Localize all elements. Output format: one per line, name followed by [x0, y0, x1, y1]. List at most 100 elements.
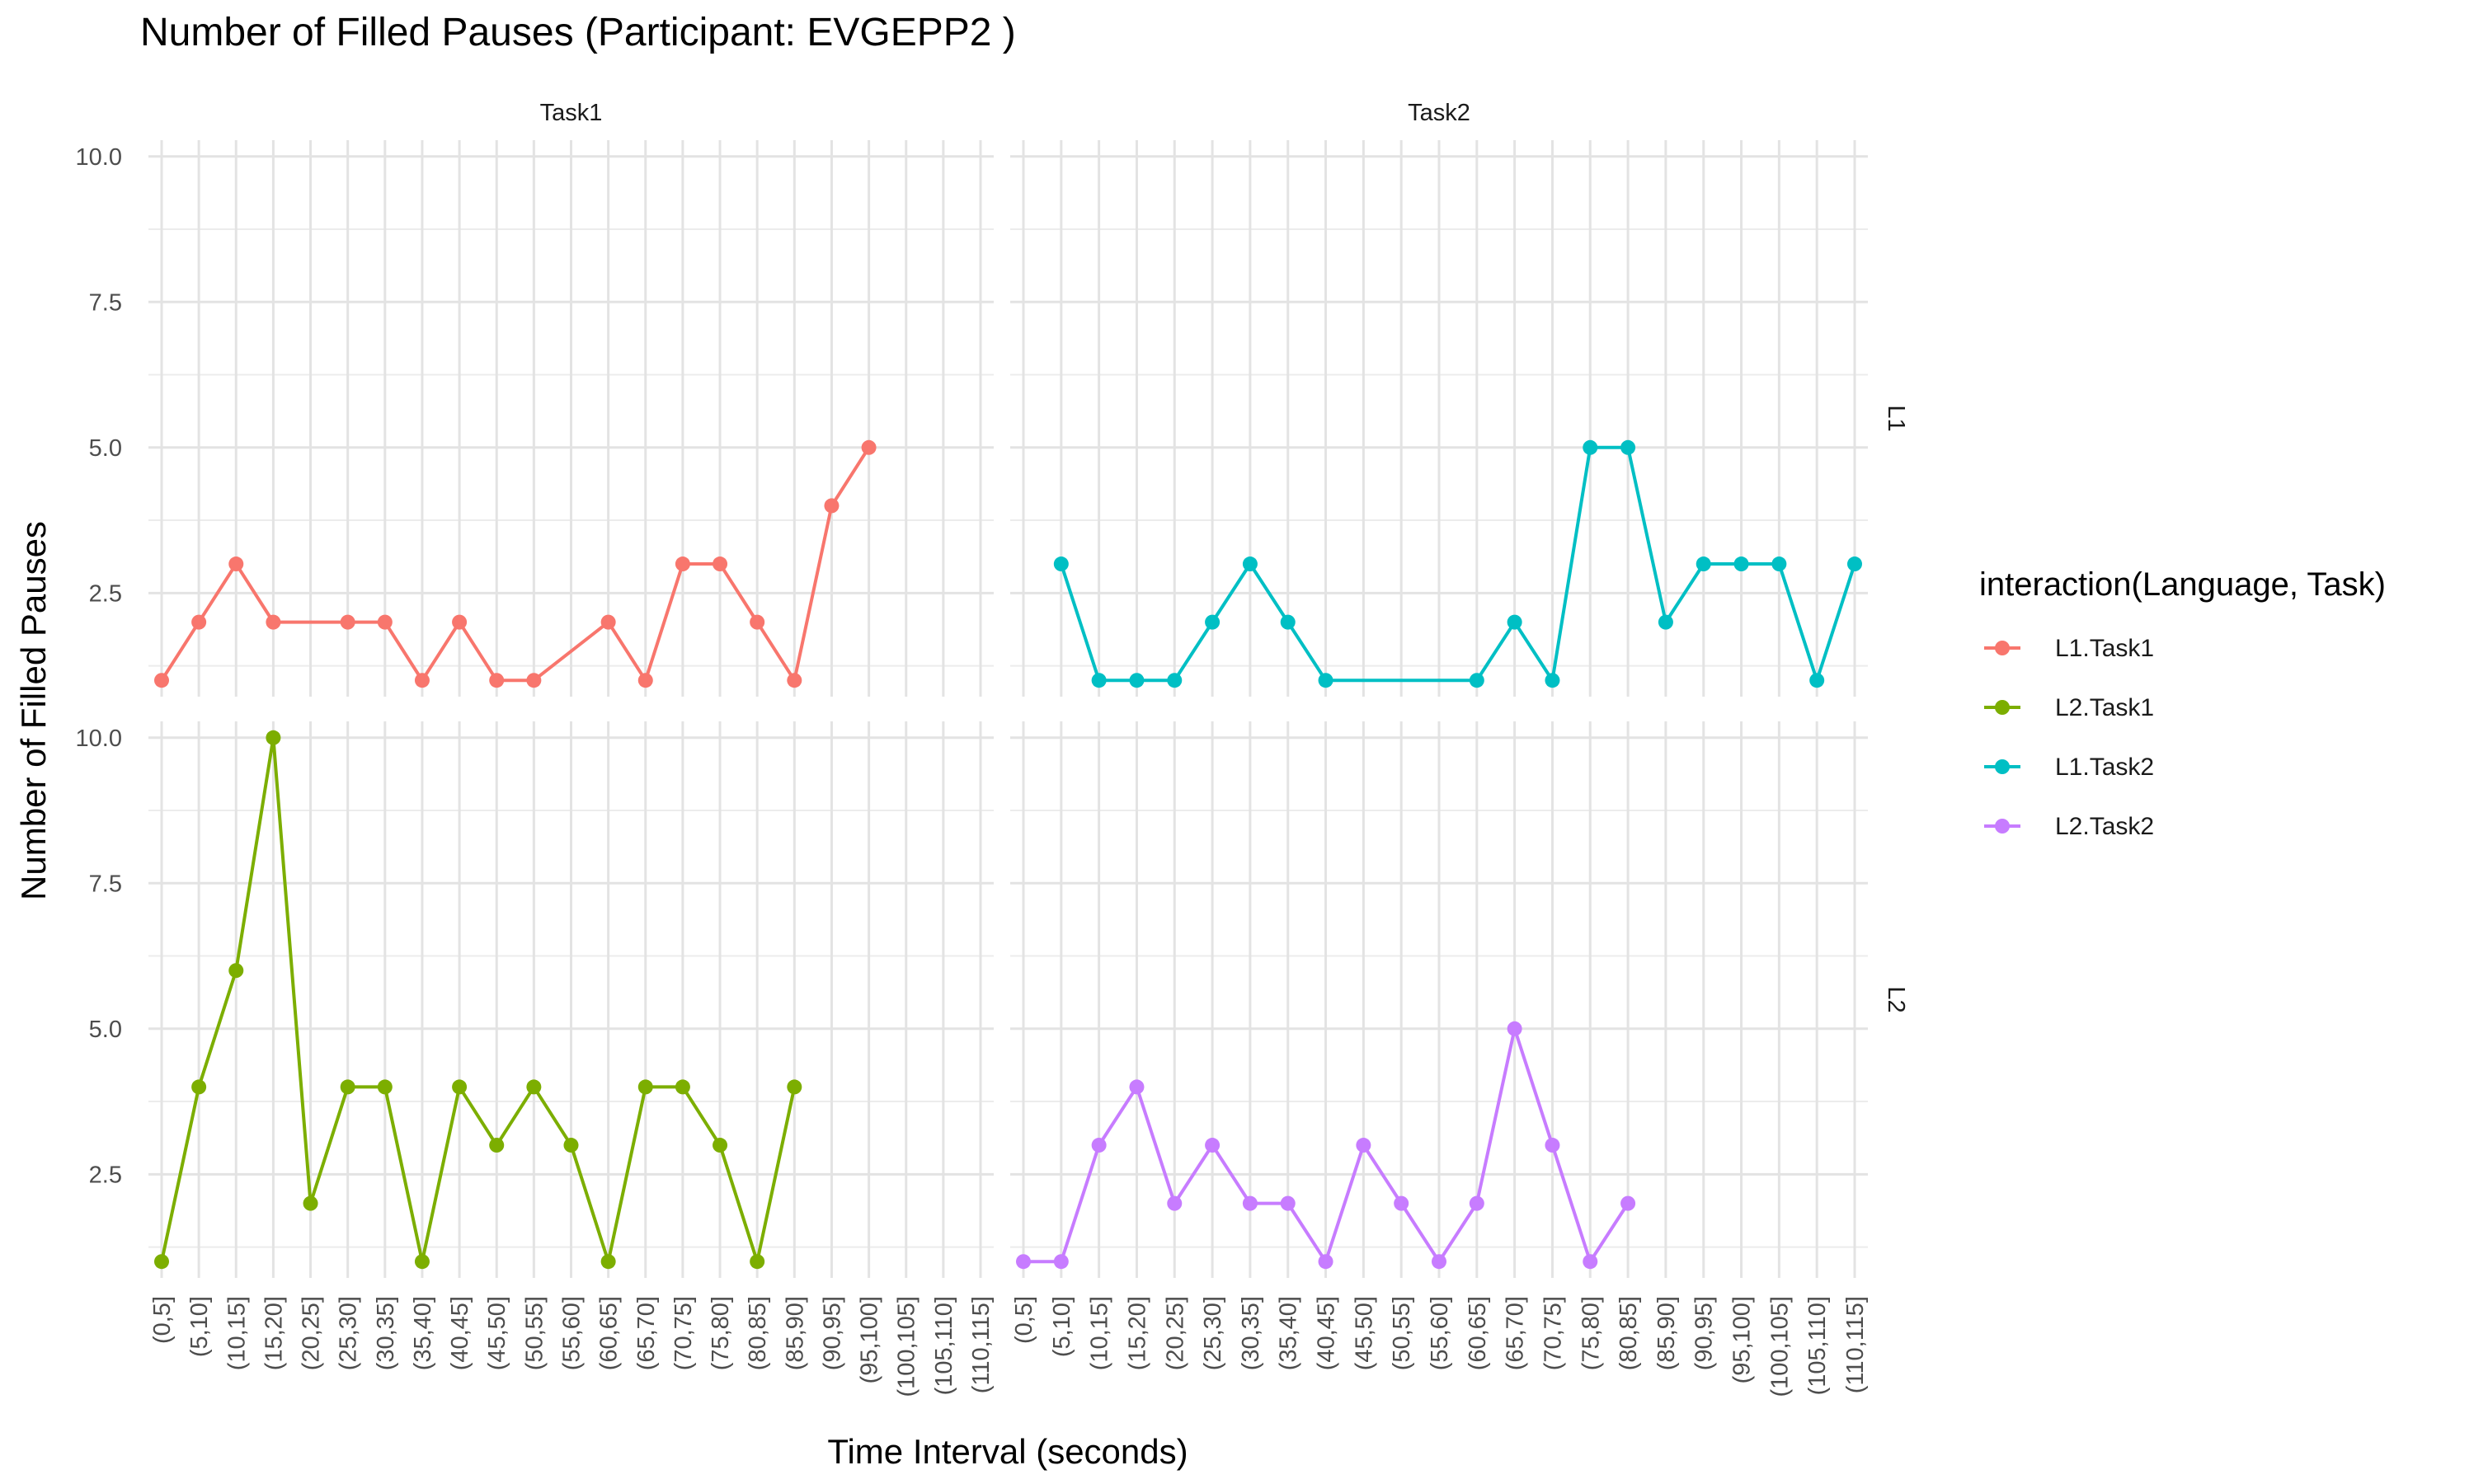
x-tick-label: (55,60]: [559, 1296, 586, 1370]
x-tick-label: (85,90]: [782, 1296, 808, 1370]
facet-column-label: Task2: [1408, 100, 1470, 126]
y-tick-label: 2.5: [89, 1162, 122, 1188]
data-point: [489, 673, 505, 688]
legend-entry-label: L2.Task1: [2055, 694, 2154, 721]
data-point: [266, 614, 281, 630]
x-tick-label: (100,105]: [894, 1296, 920, 1397]
series-line-L1.Task1: [160, 446, 871, 683]
data-point: [1583, 439, 1598, 455]
data-point: [1129, 673, 1145, 688]
data-point: [787, 673, 802, 688]
y-tick-label: 10.0: [76, 144, 122, 171]
data-point: [340, 1079, 355, 1095]
data-point: [1469, 1195, 1484, 1211]
x-tick-label: (80,85]: [1616, 1296, 1642, 1370]
data-point: [1545, 673, 1560, 688]
data-point: [452, 614, 468, 630]
x-tick-label: (105,110]: [931, 1296, 957, 1395]
x-tick-label: (35,40]: [410, 1296, 436, 1370]
x-tick-label: (25,30]: [1200, 1296, 1226, 1370]
data-point: [154, 673, 169, 688]
data-point: [1280, 1195, 1296, 1211]
y-axis-title: Number of Filled Pauses: [14, 521, 53, 900]
data-point: [191, 614, 207, 630]
data-point: [1658, 614, 1673, 630]
x-tick-label: (90,95]: [1691, 1296, 1718, 1370]
x-tick-label: (45,50]: [1351, 1296, 1377, 1370]
data-point: [377, 614, 393, 630]
x-tick-label: (30,35]: [1238, 1296, 1264, 1370]
x-tick-label: (60,65]: [1465, 1296, 1491, 1370]
x-tick-label: (40,45]: [1314, 1296, 1340, 1370]
data-point: [637, 1079, 653, 1095]
data-point: [1167, 1195, 1183, 1211]
x-tick-label: (20,25]: [299, 1296, 325, 1370]
data-point: [1356, 1138, 1371, 1153]
data-point: [266, 730, 281, 745]
data-point: [303, 1195, 318, 1211]
data-point: [154, 1254, 169, 1270]
data-point: [1205, 614, 1221, 630]
facet-column-label: Task1: [540, 100, 603, 126]
y-tick-label: 5.0: [89, 1017, 122, 1043]
x-tick-label: (50,55]: [1389, 1296, 1415, 1370]
data-point: [228, 556, 244, 572]
series-line-L2.Task1: [160, 735, 797, 1264]
x-tick-label: (70,75]: [1540, 1296, 1566, 1370]
chart-title: Number of Filled Pauses (Participant: EV…: [140, 11, 1016, 54]
facet-row-label: L2: [1883, 986, 1909, 1012]
x-tick-label: (80,85]: [745, 1296, 771, 1370]
data-point: [526, 1079, 542, 1095]
x-tick-label: (0,5]: [1011, 1296, 1037, 1344]
data-point: [600, 614, 616, 630]
x-axis-title: Time Interval (seconds): [827, 1432, 1188, 1471]
data-point: [1091, 673, 1107, 688]
data-point: [750, 1254, 765, 1270]
x-tick-label: (105,110]: [1804, 1296, 1831, 1395]
x-tick-label: (25,30]: [336, 1296, 362, 1370]
data-point: [1733, 556, 1749, 572]
data-point: [563, 1138, 579, 1153]
facet-row-label: L1: [1883, 405, 1909, 431]
x-tick-label: (5,10]: [1049, 1296, 1075, 1357]
data-point: [191, 1079, 207, 1095]
data-point: [713, 556, 728, 572]
data-point: [1620, 439, 1636, 455]
data-point: [861, 439, 877, 455]
data-point: [489, 1138, 505, 1153]
data-point: [1545, 1138, 1560, 1153]
x-tick-label: (85,90]: [1653, 1296, 1680, 1370]
data-point: [414, 1254, 430, 1270]
y-tick-label: 2.5: [89, 580, 122, 607]
x-tick-label: (10,15]: [1087, 1296, 1113, 1370]
x-tick-label: (50,55]: [521, 1296, 548, 1370]
data-point: [787, 1079, 802, 1095]
data-point: [1432, 1254, 1446, 1270]
legend-title: interaction(Language, Task): [1979, 566, 2386, 603]
data-point: [1242, 1195, 1258, 1211]
data-point: [600, 1254, 616, 1270]
data-point: [1507, 1021, 1522, 1036]
data-point: [1016, 1254, 1031, 1270]
x-tick-label: (40,45]: [447, 1296, 473, 1370]
x-tick-label: (95,100]: [1729, 1296, 1756, 1383]
x-tick-label: (30,35]: [373, 1296, 399, 1370]
x-tick-label: (90,95]: [819, 1296, 845, 1370]
legend-key-point: [1995, 700, 2010, 715]
data-point: [1091, 1138, 1107, 1153]
data-point: [1809, 673, 1825, 688]
data-point: [1696, 556, 1711, 572]
data-point: [1053, 1254, 1069, 1270]
data-point: [414, 673, 430, 688]
data-point: [1242, 556, 1258, 572]
data-point: [1205, 1138, 1221, 1153]
x-tick-label: (15,20]: [261, 1296, 287, 1370]
x-tick-label: (60,65]: [596, 1296, 623, 1370]
x-tick-label: (45,50]: [484, 1296, 510, 1370]
x-tick-label: (15,20]: [1124, 1296, 1150, 1370]
data-point: [1318, 673, 1333, 688]
x-tick-label: (65,70]: [1503, 1296, 1529, 1370]
data-point: [675, 556, 690, 572]
y-tick-label: 7.5: [89, 289, 122, 316]
